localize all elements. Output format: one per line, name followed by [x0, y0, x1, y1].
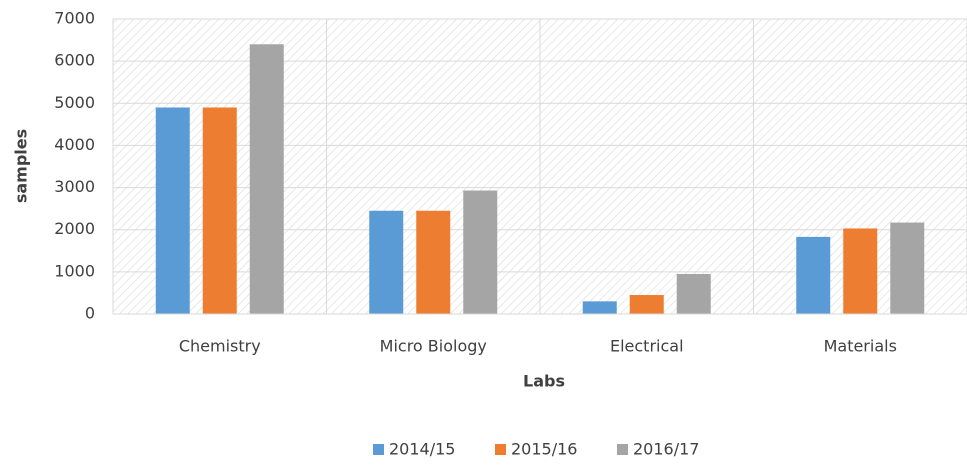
legend-label: 2015/16: [511, 440, 577, 459]
legend-swatch: [617, 444, 628, 455]
bar: [416, 210, 451, 314]
y-tick-label: 3000: [54, 177, 95, 196]
legend-swatch: [495, 444, 506, 455]
x-tick-label: Chemistry: [179, 337, 261, 356]
bar: [582, 301, 617, 314]
bar: [890, 222, 925, 314]
x-tick-label: Electrical: [610, 337, 684, 356]
y-tick-label: 6000: [54, 51, 95, 70]
y-tick-label: 0: [85, 304, 95, 323]
y-axis-title: samples: [12, 129, 31, 203]
y-tick-label: 4000: [54, 135, 95, 154]
bar: [843, 228, 878, 314]
x-tick-label: Materials: [824, 337, 897, 356]
bar: [369, 210, 404, 314]
y-tick-label: 2000: [54, 219, 95, 238]
bar: [676, 273, 711, 314]
legend-label: 2016/17: [633, 440, 699, 459]
legend-swatch: [373, 444, 384, 455]
bar: [249, 44, 284, 315]
bar: [629, 295, 664, 314]
x-axis-title: Labs: [523, 372, 565, 391]
legend-label: 2014/15: [389, 440, 455, 459]
y-tick-label: 7000: [54, 9, 95, 28]
y-tick-label: 1000: [54, 261, 95, 280]
bar: [463, 190, 498, 314]
y-tick-label: 5000: [54, 93, 95, 112]
bar: [155, 107, 190, 314]
bar: [796, 236, 831, 314]
bar: [202, 107, 237, 314]
x-tick-label: Micro Biology: [380, 337, 487, 356]
